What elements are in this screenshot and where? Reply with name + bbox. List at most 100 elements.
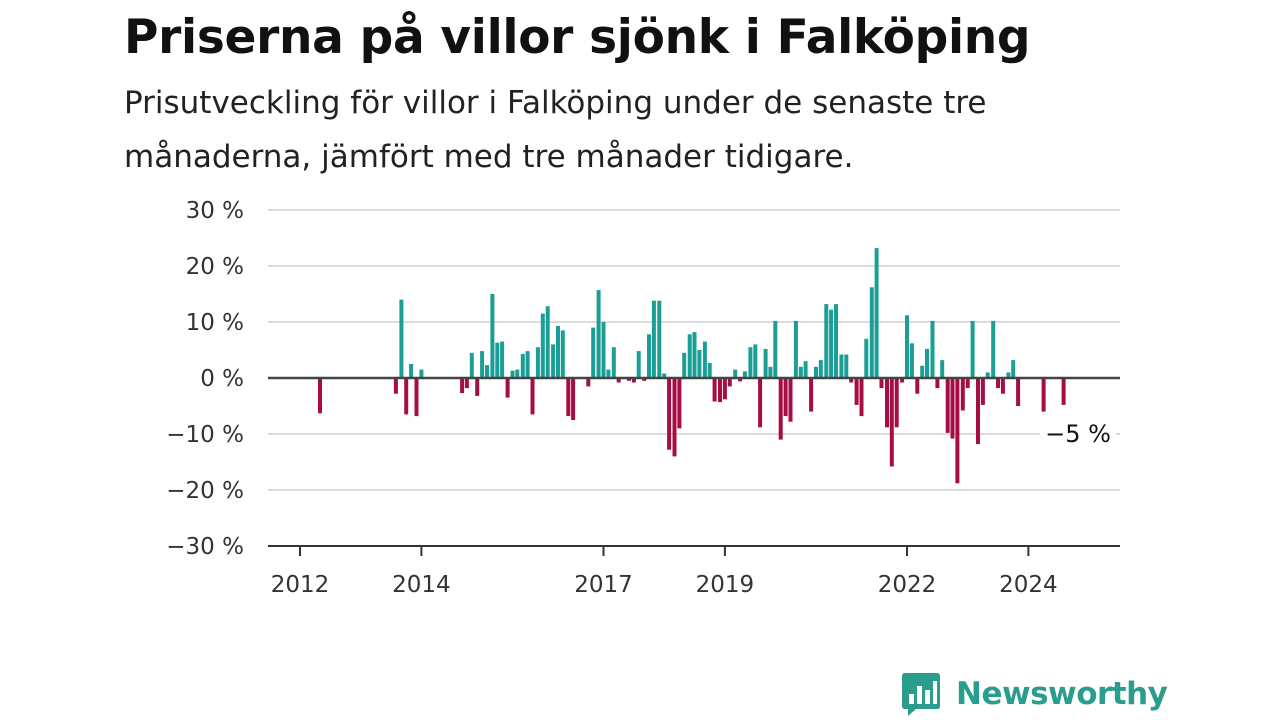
bar — [505, 378, 510, 398]
bar — [586, 378, 591, 387]
bar — [960, 378, 965, 411]
chart-title: Priserna på villor sjönk i Falköping — [124, 10, 1031, 65]
x-tick-label-2012: 2012 — [271, 572, 330, 598]
latest-value-annotation: −5 % — [1045, 420, 1111, 448]
bar — [677, 378, 682, 429]
bar — [636, 351, 641, 378]
bar — [485, 365, 489, 378]
bar — [894, 378, 899, 428]
bar — [778, 378, 783, 440]
bar — [606, 369, 611, 378]
bar — [591, 327, 596, 378]
bar — [460, 378, 465, 394]
bar — [869, 287, 874, 378]
bar — [510, 370, 515, 378]
brand-name: Newsworthy — [956, 676, 1168, 712]
bar — [965, 378, 970, 389]
bar — [889, 378, 894, 467]
bar-chart: 30 % 20 % 10 % 0 % −10 % −20 % −30 % 2012 2014 20… — [166, 198, 1120, 598]
bar — [1061, 378, 1066, 405]
bar — [560, 330, 565, 378]
bar — [707, 362, 712, 378]
bar — [809, 378, 814, 412]
bar — [475, 378, 480, 396]
x-tick-label-2019: 2019 — [696, 572, 755, 598]
bar — [535, 347, 540, 378]
bar — [985, 372, 990, 378]
y-tick-label-20: 20 % — [186, 254, 244, 280]
bars — [318, 248, 1066, 484]
bar — [727, 378, 732, 387]
bar — [596, 290, 601, 378]
bar — [1006, 372, 1011, 378]
y-tick-label-0: 0 % — [200, 366, 244, 392]
bar — [844, 354, 849, 378]
bar — [414, 378, 419, 417]
bar — [864, 338, 869, 378]
bar — [551, 344, 556, 378]
y-tick-label-10: 10 % — [186, 310, 244, 336]
bar — [722, 378, 727, 400]
bar — [874, 248, 879, 378]
bar — [495, 342, 500, 378]
bar — [859, 378, 864, 417]
annotation-background — [1040, 416, 1116, 450]
bar — [818, 360, 823, 378]
axes — [268, 376, 1120, 556]
bar — [768, 366, 773, 378]
bar — [758, 378, 763, 428]
bar — [409, 364, 414, 378]
bar — [515, 369, 520, 378]
bar — [783, 378, 788, 417]
bar — [980, 378, 985, 405]
bar — [925, 348, 929, 378]
bar — [849, 378, 854, 383]
y-tick-label-30: 30 % — [186, 198, 244, 224]
bar — [697, 350, 702, 378]
bar — [733, 369, 738, 378]
bar — [419, 369, 424, 378]
bar — [970, 320, 975, 378]
bar — [803, 361, 808, 378]
x-tick-label-2024: 2024 — [999, 572, 1058, 598]
bar — [930, 320, 935, 378]
bar — [556, 325, 560, 378]
bar — [571, 378, 576, 420]
bar — [712, 378, 717, 402]
bar — [854, 378, 859, 405]
bar — [748, 347, 753, 378]
newsworthy-logo-icon — [902, 673, 940, 716]
bar — [480, 351, 485, 378]
bar — [404, 378, 409, 415]
bar — [611, 347, 616, 378]
bar — [788, 378, 793, 422]
bar — [945, 378, 950, 433]
bar — [824, 304, 829, 378]
bar — [829, 309, 834, 378]
bar — [530, 378, 535, 415]
bar — [814, 366, 818, 378]
bar — [692, 332, 697, 378]
bar — [647, 334, 651, 378]
bar — [399, 299, 404, 378]
bar — [920, 365, 925, 378]
brand-logo: Newsworthy — [900, 668, 1168, 720]
bar — [909, 343, 914, 378]
y-tick-label--20: −20 % — [166, 478, 244, 504]
bar — [885, 378, 889, 428]
bar — [651, 300, 656, 378]
bar — [393, 378, 398, 394]
bar — [1000, 378, 1005, 394]
x-tick-label-2014: 2014 — [392, 572, 451, 598]
bar — [687, 334, 692, 378]
bar — [955, 378, 960, 484]
bar — [1016, 378, 1021, 406]
bar — [738, 378, 743, 382]
bar — [601, 322, 606, 378]
bar — [627, 378, 631, 381]
tick-labels: 30 % 20 % 10 % 0 % −10 % −20 % −30 % 2012 2014 20… — [166, 198, 1116, 598]
bar — [631, 378, 636, 383]
bar — [469, 352, 474, 378]
bar — [642, 378, 647, 381]
bar — [1041, 378, 1046, 412]
